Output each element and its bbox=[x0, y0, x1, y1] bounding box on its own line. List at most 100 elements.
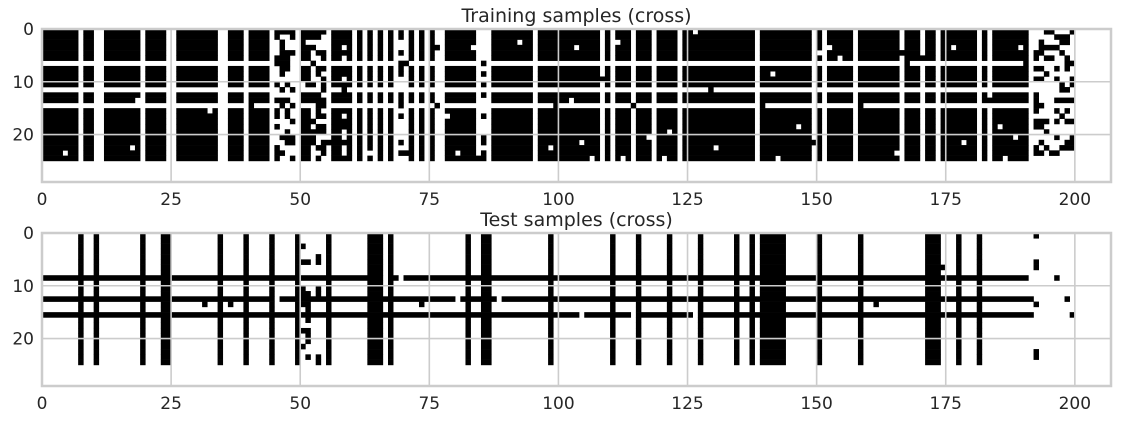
heatmap-cell bbox=[274, 113, 280, 119]
heatmap-cell bbox=[103, 134, 141, 141]
heatmap-cell bbox=[227, 155, 244, 162]
heatmap-cell bbox=[465, 301, 471, 308]
heatmap-cell bbox=[857, 264, 864, 271]
heatmap-cell bbox=[956, 322, 962, 329]
heatmap-cell bbox=[697, 254, 704, 260]
heatmap-cell bbox=[145, 44, 167, 51]
heatmap-cell bbox=[418, 97, 425, 104]
heatmap-cell bbox=[548, 359, 554, 366]
heatmap-cell bbox=[429, 55, 435, 61]
heatmap-cell bbox=[357, 139, 363, 146]
heatmap-cell bbox=[956, 44, 978, 51]
heatmap-cell bbox=[377, 55, 384, 61]
heatmap-cell bbox=[749, 248, 755, 255]
heatmap-cell bbox=[83, 71, 94, 77]
heatmap-cell bbox=[826, 118, 854, 125]
heatmap-cell bbox=[243, 317, 249, 323]
heatmap-cell bbox=[491, 113, 533, 119]
heatmap-cell bbox=[160, 359, 172, 366]
heatmap-cell bbox=[408, 113, 415, 119]
heatmap-cell bbox=[227, 50, 244, 56]
heatmap-cell bbox=[83, 123, 94, 130]
heatmap-cell bbox=[759, 333, 786, 339]
heatmap-cell bbox=[548, 291, 554, 297]
heatmap-cell bbox=[610, 285, 616, 292]
heatmap-cell bbox=[1064, 296, 1070, 302]
heatmap-cell bbox=[666, 343, 673, 350]
heatmap-cell bbox=[444, 76, 477, 83]
heatmap-cell bbox=[248, 55, 270, 61]
heatmap-cell bbox=[388, 359, 394, 366]
heatmap-cell bbox=[331, 145, 342, 151]
heatmap-cell bbox=[1033, 97, 1040, 104]
heatmap-cell bbox=[537, 150, 601, 156]
heatmap-cell bbox=[610, 349, 616, 355]
heatmap-cell bbox=[981, 123, 988, 130]
heatmap-cell bbox=[615, 97, 632, 104]
heatmap-cell bbox=[904, 81, 921, 88]
heatmap-cell bbox=[816, 71, 823, 77]
heatmap-cell bbox=[42, 275, 384, 281]
heatmap-cell bbox=[217, 327, 224, 334]
heatmap-cell bbox=[103, 44, 141, 51]
heatmap-cell bbox=[217, 280, 224, 287]
heatmap-cell bbox=[367, 55, 373, 61]
heatmap-cell bbox=[279, 50, 296, 56]
heatmap-cell bbox=[398, 113, 404, 119]
heatmap-cell bbox=[269, 238, 275, 244]
heatmap-cell bbox=[300, 44, 317, 51]
heatmap-cell bbox=[857, 29, 900, 35]
heatmap-cell bbox=[140, 259, 146, 265]
heatmap-cell bbox=[83, 155, 94, 162]
heatmap-cell bbox=[274, 145, 280, 151]
heatmap-cell bbox=[842, 55, 854, 61]
heatmap-cell bbox=[429, 50, 435, 56]
heatmap-cell bbox=[981, 50, 988, 56]
heatmap-cell bbox=[904, 34, 921, 40]
heatmap-cell bbox=[522, 39, 533, 46]
heatmap-cell bbox=[248, 134, 270, 141]
heatmap-cell bbox=[388, 150, 394, 156]
heatmap-cell bbox=[656, 29, 678, 35]
heatmap-cell bbox=[615, 150, 632, 156]
heatmap-cell bbox=[1033, 354, 1040, 360]
heatmap-cell bbox=[925, 333, 941, 339]
heatmap-cell bbox=[429, 92, 435, 98]
heatmap-cell bbox=[243, 354, 249, 360]
heatmap-cell bbox=[610, 343, 616, 350]
heatmap-cell bbox=[243, 248, 249, 255]
heatmap-cell bbox=[217, 301, 224, 308]
heatmap-cell bbox=[295, 327, 311, 334]
heatmap-cell bbox=[145, 39, 167, 46]
heatmap-cell bbox=[418, 50, 425, 56]
heatmap-cell bbox=[42, 123, 79, 130]
heatmap-cell bbox=[83, 92, 94, 98]
heatmap-cell bbox=[326, 269, 332, 276]
heatmap-cell bbox=[449, 113, 477, 119]
heatmap-cell bbox=[93, 354, 100, 360]
heatmap-cell bbox=[78, 338, 84, 345]
heatmap-cell bbox=[1064, 118, 1076, 125]
heatmap-cell bbox=[904, 29, 921, 35]
heatmap-cell bbox=[93, 322, 100, 329]
heatmap-cell bbox=[83, 34, 94, 40]
heatmap-cell bbox=[320, 76, 327, 83]
heatmap-cell bbox=[202, 301, 208, 308]
heatmap-cell bbox=[816, 291, 823, 297]
heatmap-cell bbox=[548, 285, 554, 292]
heatmap-cell bbox=[749, 327, 755, 334]
heatmap-cell bbox=[956, 354, 962, 360]
heatmap-cell bbox=[331, 108, 353, 114]
heatmap-cell bbox=[656, 97, 678, 104]
heatmap-cell bbox=[857, 97, 900, 104]
heatmap-cell bbox=[408, 145, 415, 151]
heatmap-cell bbox=[610, 254, 616, 260]
heatmap-cell bbox=[388, 343, 394, 350]
heatmap-cell bbox=[992, 65, 1029, 72]
heatmap-cell bbox=[269, 327, 275, 334]
heatmap-cell bbox=[357, 123, 363, 130]
heatmap-cell bbox=[326, 322, 332, 329]
heatmap-cell bbox=[103, 123, 141, 130]
heatmap-cell bbox=[93, 280, 100, 287]
